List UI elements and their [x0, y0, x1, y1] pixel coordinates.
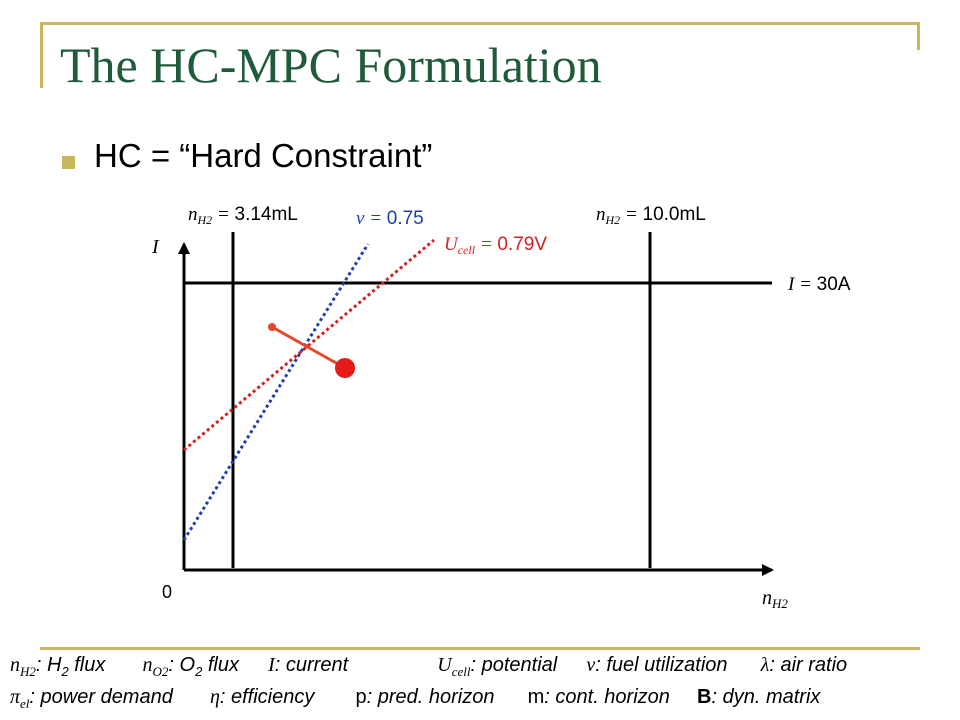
trajectory-end-point — [335, 358, 355, 378]
legend-item-fuel-utilization: ν: fuel utilization — [586, 654, 728, 676]
legend-item-efficiency: η: efficiency — [209, 686, 315, 708]
trajectory-start-point — [268, 323, 276, 331]
legend-item-nh2: nH2: H2 flux — [10, 654, 106, 679]
legend-item-dyn-matrix: B: dyn. matrix — [697, 686, 821, 708]
x-axis-label: nH2 — [762, 587, 788, 611]
legend-item-air-ratio: λ: air ratio — [760, 654, 848, 676]
nu-label: ν = 0.75 — [356, 208, 424, 229]
legend-item-cont-horizon: m: cont. horizon — [527, 686, 670, 708]
legend-item-no2: nO2: O2 flux — [142, 654, 239, 679]
legend-item-power-demand: πel: power demand — [10, 686, 173, 711]
legend-row-2: πel: power demand η: efficiency p: pred.… — [10, 686, 820, 712]
bullet-text: HC = “Hard Constraint” — [94, 137, 433, 174]
left-bound-label: nH2 = 3.14mL — [188, 204, 298, 227]
right-bound-label: nH2 = 10.0mL — [596, 204, 706, 227]
origin-label: 0 — [162, 582, 172, 602]
current-bound-label: I = 30A — [787, 274, 851, 295]
nu-line — [182, 243, 370, 541]
legend-item-pred-horizon: p: pred. horizon — [355, 686, 495, 708]
frame-top-rule — [40, 22, 920, 25]
trajectory-segment — [271, 325, 346, 370]
legend-row-1: nH2: H2 flux nO2: O2 flux I: current Uce… — [10, 654, 847, 680]
frame-left-rule — [40, 22, 43, 88]
frame-bottom-rule — [40, 647, 920, 650]
y-axis-label: I — [151, 236, 160, 258]
ucell-label: Ucell = 0.79V — [444, 234, 547, 257]
slide-title: The HC-MPC Formulation — [60, 37, 602, 93]
constraint-diagram: 0 I nH2 nH2 = 3.14mL nH2 = 10.0mL I = 30… — [151, 204, 851, 611]
frame-right-rule — [917, 22, 920, 50]
legend-item-current: I: current — [268, 654, 349, 676]
legend-item-potential: Ucell: potential — [437, 654, 558, 679]
bullet-square-icon — [62, 156, 75, 169]
ucell-line — [183, 238, 435, 452]
